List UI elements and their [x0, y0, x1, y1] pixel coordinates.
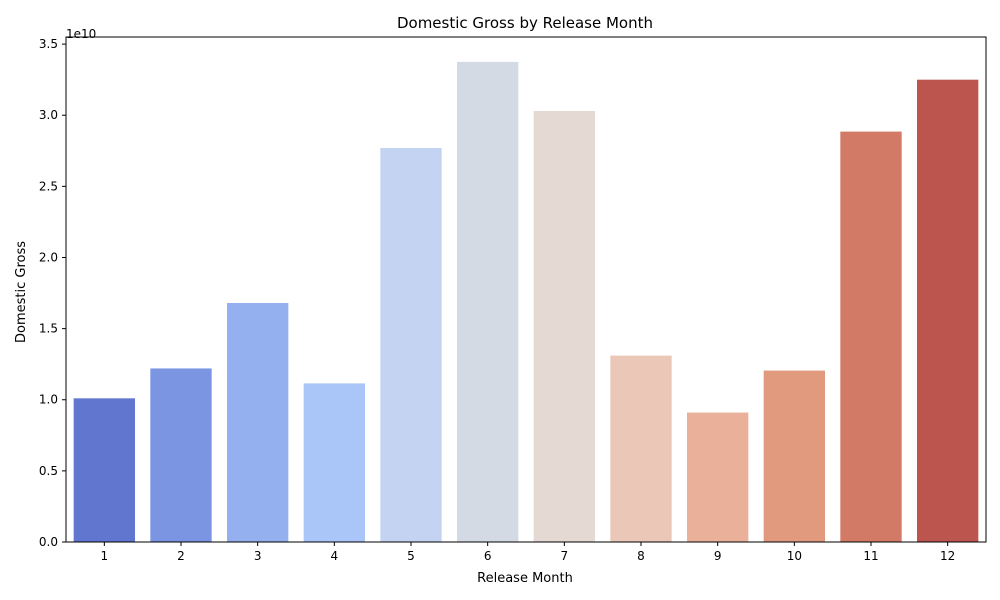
bar-month-7	[533, 110, 595, 542]
y-tick-label: 0.0	[39, 535, 58, 549]
bar-month-6	[457, 61, 519, 542]
plot-frame	[65, 36, 987, 543]
x-tick-label: 9	[714, 549, 722, 563]
y-offset-label: 1e10	[66, 27, 96, 41]
x-tick-label: 6	[484, 549, 492, 563]
bar-month-12	[917, 79, 979, 542]
x-tick-label: 12	[940, 549, 955, 563]
bar-month-4	[303, 383, 365, 542]
y-ticks-group: 0.0 0.5 1.0 1.5 2.0 2.5 3.0 3.5	[39, 37, 66, 549]
y-tick-label: 1.0	[39, 393, 58, 407]
bar-month-8	[610, 355, 672, 542]
x-tick-label: 10	[787, 549, 802, 563]
y-tick-label: 3.0	[39, 108, 58, 122]
x-tick-label: 2	[177, 549, 185, 563]
y-axis-label: Domestic Gross	[14, 241, 29, 343]
y-tick-label: 0.5	[39, 464, 58, 478]
bar-month-3	[227, 303, 289, 542]
bars-group	[73, 61, 979, 543]
x-ticks-group: 1 2 3 4 5 6 7 8 9 10 11 12	[101, 542, 955, 563]
x-tick-label: 11	[863, 549, 878, 563]
y-tick-label: 3.5	[39, 37, 58, 51]
bar-month-5	[380, 147, 442, 542]
chart-title: Domestic Gross by Release Month	[397, 14, 653, 32]
y-tick-label: 2.5	[39, 179, 58, 193]
x-tick-label: 1	[101, 549, 109, 563]
bar-month-10	[763, 370, 825, 542]
x-tick-label: 8	[637, 549, 645, 563]
bar-month-1	[73, 398, 135, 542]
bar-month-11	[840, 131, 902, 543]
x-tick-label: 3	[254, 549, 262, 563]
bar-month-2	[150, 368, 212, 542]
y-tick-label: 1.5	[39, 322, 58, 336]
x-tick-label: 4	[331, 549, 339, 563]
x-tick-label: 5	[407, 549, 415, 563]
bar-month-9	[687, 412, 749, 542]
x-tick-label: 7	[561, 549, 569, 563]
y-tick-label: 2.0	[39, 250, 58, 264]
x-axis-label: Release Month	[477, 571, 573, 586]
